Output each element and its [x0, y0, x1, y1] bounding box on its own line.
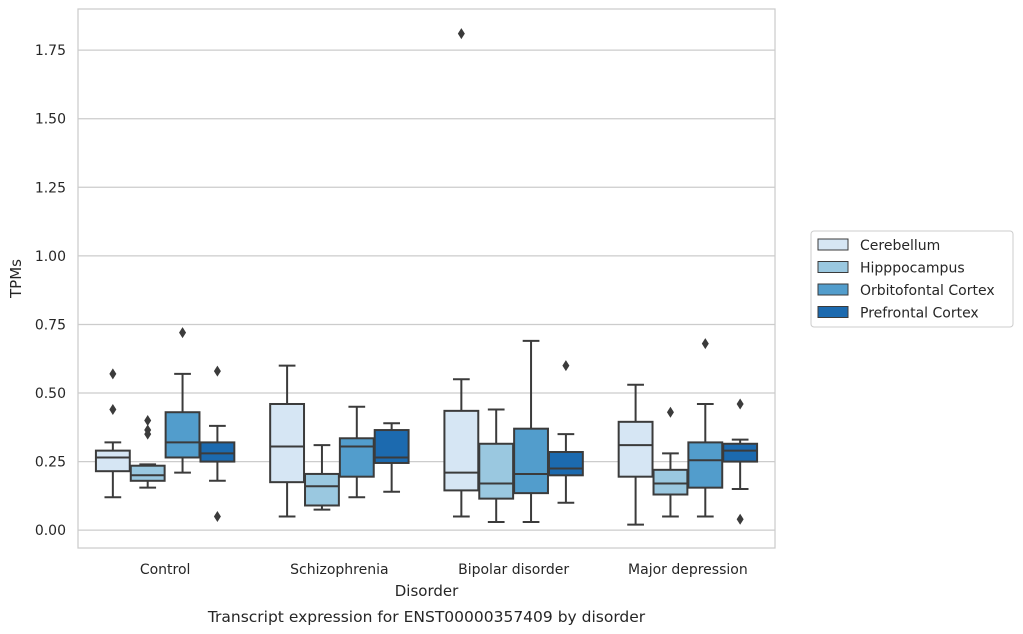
legend-frame — [810, 230, 1014, 328]
x-axis-label: Disorder — [395, 582, 459, 600]
box-cerebellum — [94, 368, 131, 499]
legend-swatch — [817, 238, 849, 251]
box-series — [94, 28, 759, 526]
legend-label: Hipppocampus — [860, 261, 965, 277]
outlier-point — [213, 510, 221, 522]
legend-label: Cerebellum — [860, 238, 940, 254]
x-tick-label: Schizophrenia — [290, 562, 388, 578]
outlier-point — [562, 360, 570, 372]
plot-frame — [77, 8, 776, 549]
box-prefrontal-cortex — [199, 365, 236, 522]
outlier-point — [144, 414, 152, 426]
y-tick-label: 0.50 — [35, 386, 66, 402]
box-prefrontal-cortex — [373, 422, 410, 493]
box-hipppocampus — [478, 408, 515, 523]
box-iqr — [722, 442, 759, 463]
box-iqr — [338, 437, 375, 478]
legend-swatch — [817, 306, 849, 318]
box-cerebellum — [269, 364, 306, 518]
box-iqr — [164, 411, 201, 459]
outlier-point — [701, 338, 709, 350]
legend-swatch — [817, 261, 849, 273]
box-iqr — [269, 402, 306, 484]
box-prefrontal-cortex — [547, 360, 584, 504]
box-iqr — [199, 441, 236, 463]
y-tick-label: 0.00 — [35, 523, 66, 539]
outlier-point — [109, 368, 117, 380]
y-tick-label: 1.50 — [35, 112, 66, 128]
box-iqr — [304, 472, 340, 507]
x-tick-label: Major depression — [628, 562, 748, 578]
box-orbitofontal-cortex — [164, 327, 201, 474]
box-orbitofontal-cortex — [687, 338, 724, 518]
box-iqr — [617, 420, 654, 478]
y-tick-label: 1.00 — [35, 249, 66, 265]
chart-caption: Transcript expression for ENST0000035740… — [207, 608, 646, 626]
y-axis-label: TPMs — [7, 259, 25, 299]
y-tick-label: 1.75 — [35, 43, 66, 59]
legend: Cerebellum Hipppocampus Orbitofontal Corte… — [810, 230, 1014, 328]
box-iqr — [129, 464, 166, 482]
outlier-point — [736, 513, 744, 525]
x-tick-labels: Control Schizophrenia Bipolar disorder Majo… — [140, 562, 748, 578]
outlier-point — [144, 428, 152, 440]
x-tick-label: Control — [140, 562, 191, 578]
gridlines — [78, 49, 775, 531]
legend-label: Orbitofontal Cortex — [860, 283, 995, 299]
box-orbitofontal-cortex — [513, 339, 549, 523]
y-tick-label: 0.75 — [35, 317, 66, 333]
box-iqr — [513, 427, 549, 495]
y-tick-labels: 0.00 0.25 0.50 0.75 1.00 1.25 1.50 1.75 — [35, 43, 66, 539]
box-iqr — [652, 468, 689, 496]
y-tick-label: 0.25 — [35, 455, 66, 471]
box-orbitofontal-cortex — [338, 405, 375, 499]
box-cerebellum — [617, 383, 654, 526]
box-prefrontal-cortex — [722, 398, 759, 525]
box-hipppocampus — [304, 444, 340, 511]
box-iqr — [687, 441, 724, 489]
box-iqr — [94, 449, 131, 473]
outlier-point — [736, 398, 744, 410]
box-hipppocampus — [129, 414, 166, 489]
outlier-point — [213, 365, 221, 377]
legend-swatch — [817, 283, 849, 296]
outlier-point — [457, 28, 465, 40]
outlier-point — [179, 327, 187, 339]
box-iqr — [478, 442, 515, 500]
x-tick-label: Bipolar disorder — [458, 562, 569, 578]
outlier-point — [666, 406, 674, 418]
legend-label: Prefrontal Cortex — [860, 306, 979, 322]
y-tick-label: 1.25 — [35, 180, 66, 196]
box-iqr — [547, 450, 584, 477]
box-iqr — [443, 409, 480, 492]
outlier-point — [109, 403, 117, 415]
box-cerebellum — [443, 28, 480, 518]
